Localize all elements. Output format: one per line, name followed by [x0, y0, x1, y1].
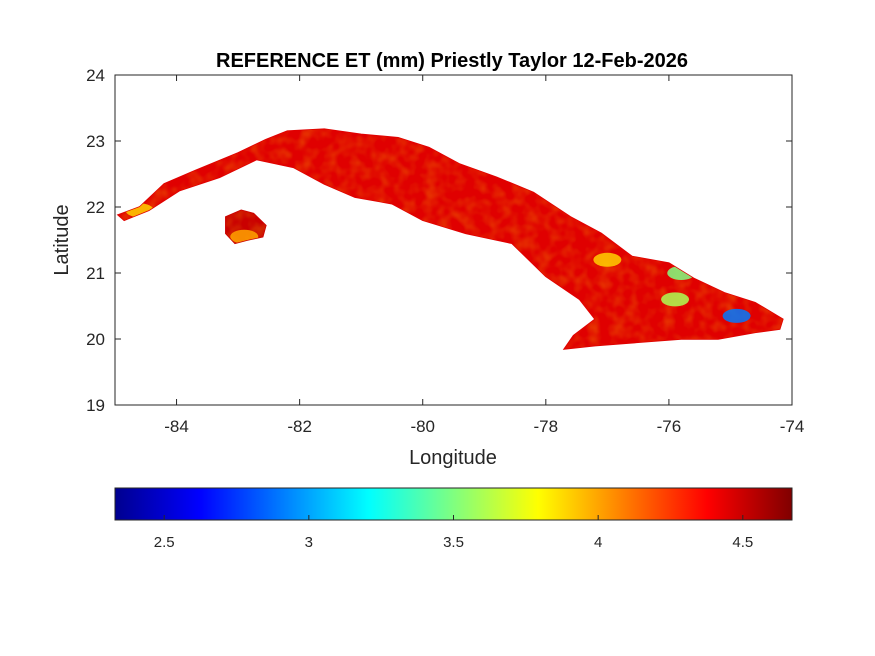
x-axis: -84 -82 -80 -78 -76 -74	[164, 75, 804, 436]
x-tick-label: -80	[410, 417, 435, 436]
colorbar-ticks: 2.5 3 3.5 4 4.5	[154, 515, 753, 551]
colorbar-tick-label: 3	[305, 534, 313, 551]
y-axis-label: Latitude	[51, 204, 73, 275]
colorbar-tick-label: 4	[594, 534, 602, 551]
y-axis: 19 20 21 22 23 24	[86, 66, 792, 415]
y-tick-label: 21	[86, 264, 105, 283]
y-tick-label: 24	[86, 66, 105, 85]
zone-guant-namo-hills	[722, 308, 751, 323]
zone-camag-ey-east	[593, 252, 622, 267]
x-axis-label: Longitude	[409, 447, 497, 469]
y-tick-label: 19	[86, 396, 105, 415]
colorbar-tick-label: 4.5	[732, 534, 753, 551]
x-tick-label: -74	[780, 417, 805, 436]
chart-title: REFERENCE ET (mm) Priestly Taylor 12-Feb…	[216, 50, 688, 72]
colorbar: 2.5 3 3.5 4 4.5	[114, 487, 793, 551]
x-tick-label: -84	[164, 417, 189, 436]
x-tick-label: -82	[287, 417, 312, 436]
y-tick-label: 23	[86, 132, 105, 151]
plot-area	[114, 74, 793, 406]
x-tick-label: -76	[657, 417, 682, 436]
x-tick-label: -78	[534, 417, 559, 436]
colorbar-tick-label: 3.5	[443, 534, 464, 551]
colorbar-tick-label: 2.5	[154, 534, 175, 551]
plot-background	[115, 75, 792, 405]
colorbar-gradient	[114, 487, 793, 521]
plot-frame	[114, 74, 793, 406]
y-tick-label: 22	[86, 198, 105, 217]
zone-sierra-maestra-foothills	[661, 292, 690, 307]
y-tick-label: 20	[86, 330, 105, 349]
